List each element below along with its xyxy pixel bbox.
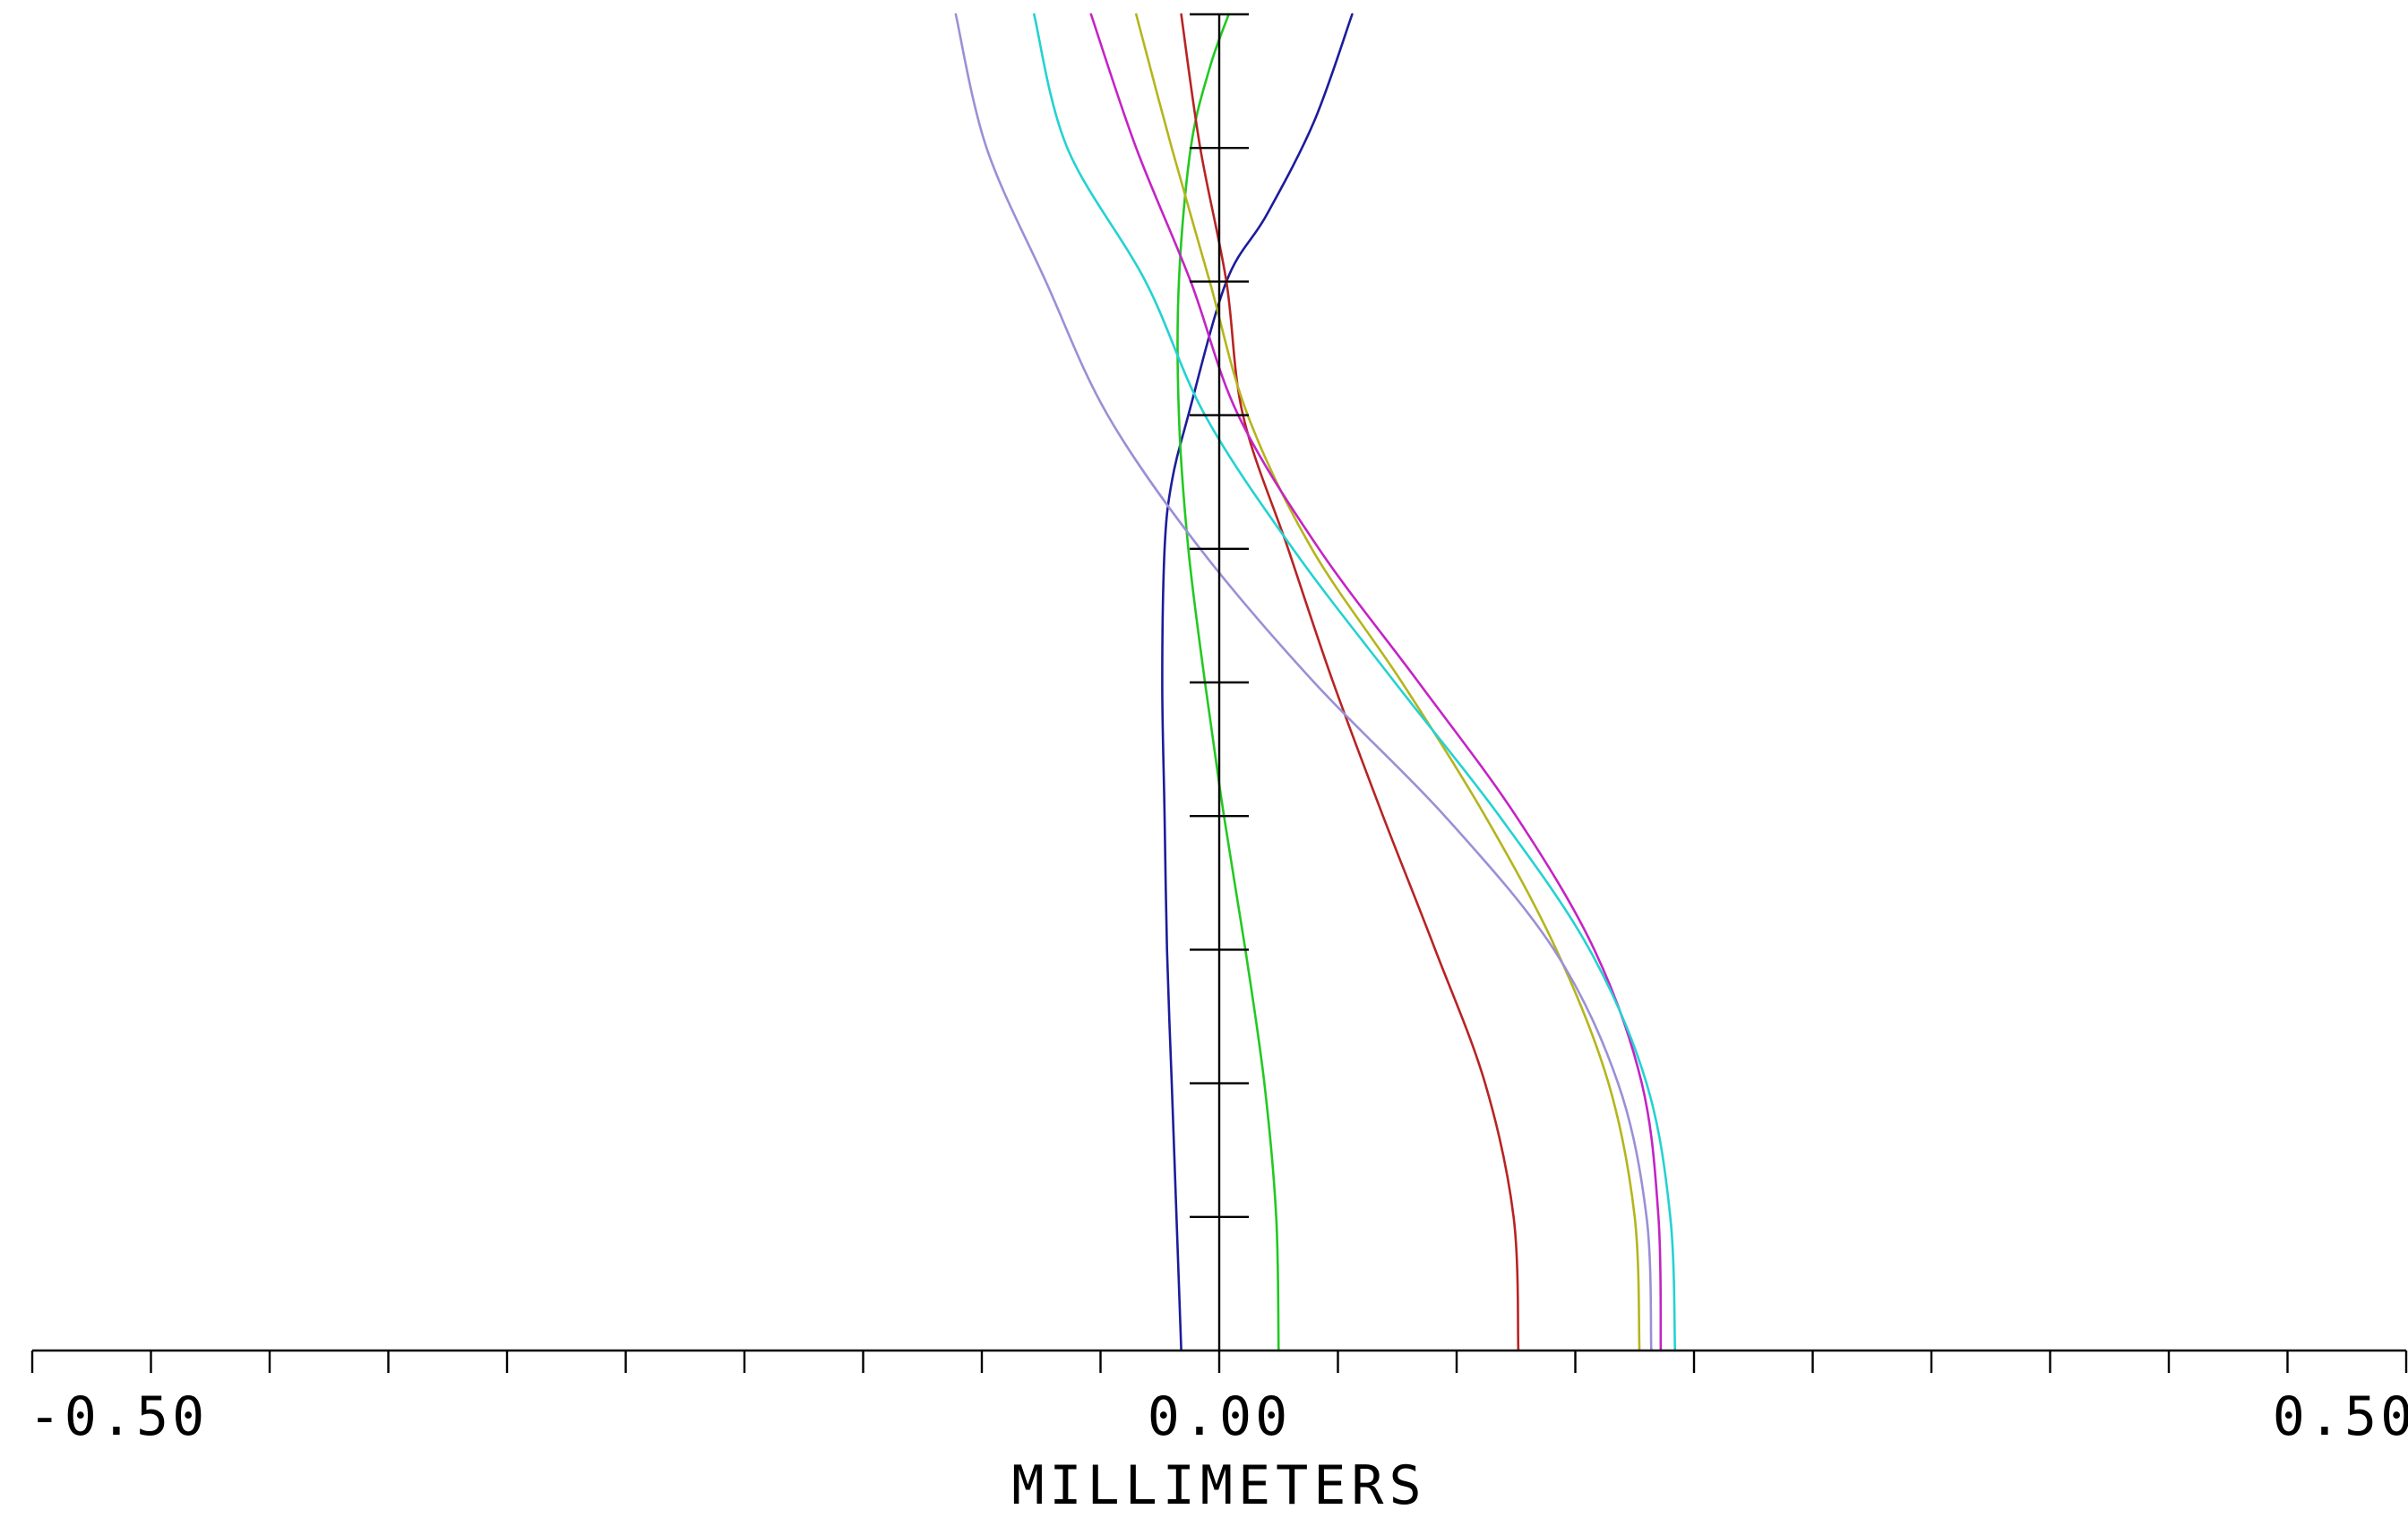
series-curve-5 — [1089, 13, 1663, 1352]
series-curve-4 — [1135, 13, 1641, 1352]
x-tick-label-center: 0.00 — [1148, 1385, 1292, 1448]
x-axis-ticks — [30, 1351, 2408, 1373]
series-curve-7 — [954, 13, 1653, 1352]
series-curve-2 — [1176, 13, 1280, 1352]
y-axis-ticks — [1190, 13, 1249, 1219]
axes — [30, 13, 2408, 1373]
series-curve-1 — [1161, 13, 1354, 1352]
x-tick-label-right: 0.50 — [2273, 1385, 2408, 1448]
series-curve-6 — [1033, 13, 1677, 1352]
x-axis-title: MILLIMETERS — [1011, 1454, 1426, 1517]
data-curves — [954, 13, 1677, 1352]
x-tick-label-left: -0.50 — [29, 1385, 209, 1448]
